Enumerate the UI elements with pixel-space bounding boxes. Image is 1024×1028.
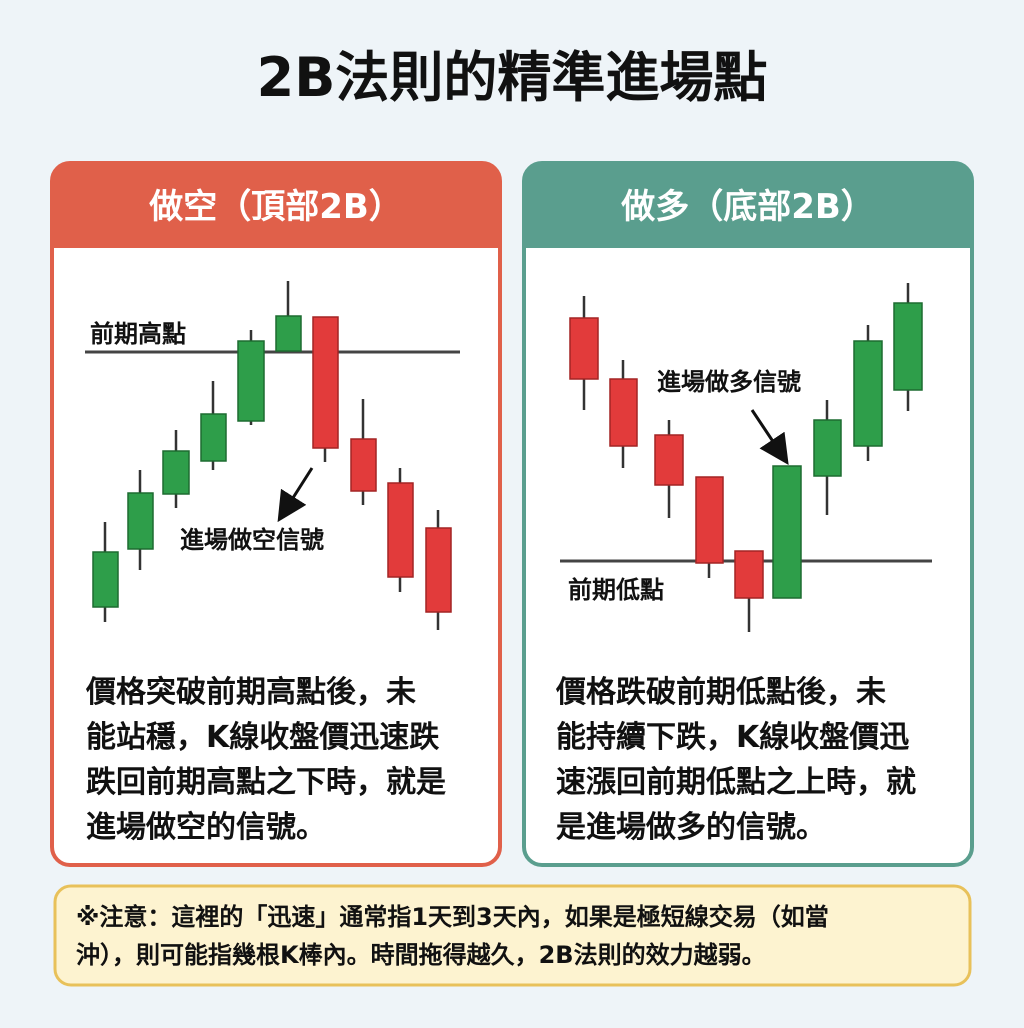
level-label: 前期低點 <box>568 576 664 604</box>
note: ※注意：這裡的「迅速」通常指1天到3天內，如果是極短線交易（如當 沖），則可能指… <box>53 884 972 987</box>
signal-label: 進場做空信號 <box>180 526 324 554</box>
panel-body: 價格跌破前期低點後，未 能持續下跌，K線收盤價迅 速漲回前期低點之上時，就 是進… <box>555 675 926 845</box>
panel-header: 做空（頂部2B） <box>148 187 403 227</box>
panel-long: 做多（底部2B） 前期低點 進場做多信號 價格跌破前期低點後，未 能持續下跌，K… <box>522 161 974 867</box>
candles <box>569 283 923 632</box>
panel-body: 價格突破前期高點後，未 能站穩，K線收盤價迅速跌 跌回前期高點之下時，就是 進場… <box>85 675 456 845</box>
panel-short: 做空（頂部2B） 前期高點 進場做空信號 價格突破前期高點後，未 能站穩，K線收… <box>50 161 502 867</box>
signal-label: 進場做多信號 <box>657 368 801 396</box>
note-text: ※注意：這裡的「迅速」通常指1天到3天內，如果是極短線交易（如當 沖），則可能指… <box>76 903 837 969</box>
candles <box>92 281 452 630</box>
title: 2B法則的精準進場點 <box>257 46 768 109</box>
panel-header: 做多（底部2B） <box>620 187 875 227</box>
level-label: 前期高點 <box>90 320 186 348</box>
